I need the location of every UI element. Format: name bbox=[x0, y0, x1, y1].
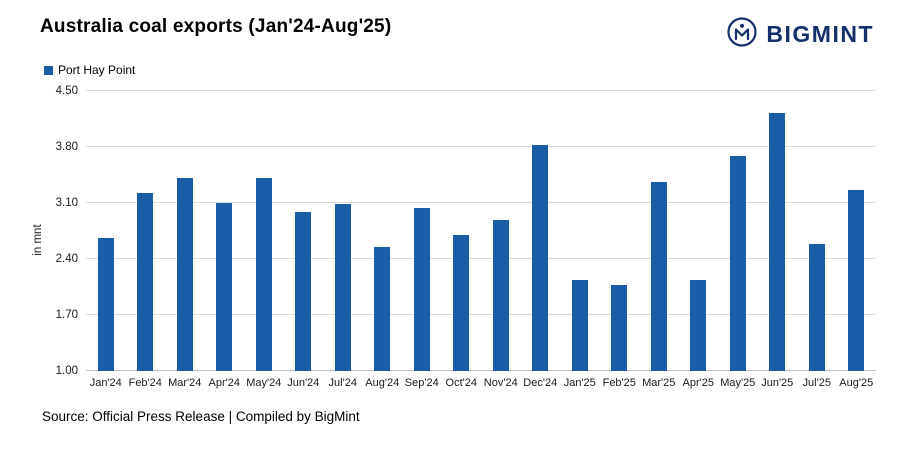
gridline bbox=[86, 314, 876, 315]
plot-area: 1.00 1.70 2.40 3.10 3.80 4.50 bbox=[56, 85, 876, 377]
y-tick-label: 4.50 bbox=[55, 85, 78, 97]
bar-cell bbox=[600, 91, 640, 371]
x-tick-label: Oct'24 bbox=[445, 377, 477, 389]
bar-Mar'24 bbox=[176, 178, 193, 371]
bigmint-logo-text: BIGMINT bbox=[766, 21, 874, 47]
bar-Oct'24 bbox=[453, 235, 470, 371]
bar-cell bbox=[205, 91, 245, 371]
x-tick-label: May'25 bbox=[720, 377, 756, 389]
bigmint-logo: BIGMINT bbox=[726, 16, 874, 53]
bar-cell bbox=[402, 91, 442, 371]
legend-swatch bbox=[44, 65, 53, 75]
x-tick-label: Jan'24 bbox=[89, 377, 122, 389]
bar-cell bbox=[718, 91, 758, 371]
bar-cell bbox=[86, 91, 126, 371]
source-text: Source: Official Press Release | Compile… bbox=[42, 409, 360, 424]
x-tick-label: Jun'24 bbox=[287, 377, 320, 389]
x-tick-label: Apr'24 bbox=[208, 377, 240, 389]
bigmint-logo-icon bbox=[726, 16, 758, 53]
bar-Dec'24 bbox=[532, 145, 549, 371]
x-tick-label: Nov'24 bbox=[483, 377, 518, 389]
y-tick-label: 1.00 bbox=[55, 365, 78, 377]
bar-cell bbox=[758, 91, 798, 371]
gridline bbox=[86, 370, 876, 371]
bar-Apr'24 bbox=[216, 203, 233, 371]
bar-cell bbox=[679, 91, 719, 371]
x-tick-label: Jan'25 bbox=[563, 377, 596, 389]
y-axis-title: in mnt bbox=[32, 224, 44, 256]
chart-title: Australia coal exports (Jan'24-Aug'25) bbox=[40, 16, 392, 37]
gridline bbox=[86, 146, 876, 147]
gridline bbox=[86, 258, 876, 259]
bar-cell bbox=[244, 91, 284, 371]
bar-cell bbox=[363, 91, 403, 371]
x-axis-labels: Jan'24 Feb'24 Mar'24 Apr'24 May'24 Jun'24 Jul'… bbox=[86, 377, 876, 389]
bar-Feb'25 bbox=[611, 284, 628, 371]
x-tick-label: Feb'24 bbox=[128, 377, 162, 389]
bar-cell bbox=[639, 91, 679, 371]
gridline bbox=[86, 90, 876, 91]
bar-cell bbox=[284, 91, 324, 371]
bar-cell bbox=[481, 91, 521, 371]
legend-label: Port Hay Point bbox=[58, 63, 136, 77]
bar-cell bbox=[560, 91, 600, 371]
chart-area: in mnt 1.00 1.70 2.40 3.10 3.80 4.50 Jan'24 Fe… bbox=[32, 85, 876, 389]
x-tick-label: Dec'24 bbox=[523, 377, 558, 389]
x-tick-label: May'24 bbox=[246, 377, 282, 389]
bars-row bbox=[86, 91, 876, 371]
header: Australia coal exports (Jan'24-Aug'25) B… bbox=[40, 16, 878, 53]
bar-Jul'25 bbox=[808, 243, 825, 371]
y-tick-label: 3.10 bbox=[55, 197, 78, 209]
y-tick-label: 2.40 bbox=[55, 253, 78, 265]
bar-Nov'24 bbox=[492, 219, 509, 371]
x-tick-label: Feb'25 bbox=[602, 377, 636, 389]
bar-Aug'25 bbox=[848, 190, 865, 371]
bar-Jan'24 bbox=[97, 238, 114, 371]
bar-Aug'24 bbox=[374, 247, 391, 371]
gridline bbox=[86, 202, 876, 203]
bar-Apr'25 bbox=[690, 279, 707, 371]
x-tick-label: Jul'24 bbox=[328, 377, 357, 389]
bar-cell bbox=[442, 91, 482, 371]
x-tick-label: Mar'25 bbox=[642, 377, 676, 389]
x-tick-label: Sep'24 bbox=[404, 377, 439, 389]
bar-cell bbox=[837, 91, 877, 371]
bar-cell bbox=[165, 91, 205, 371]
legend: Port Hay Point bbox=[44, 63, 878, 77]
bar-May'25 bbox=[729, 155, 746, 371]
bar-Jun'24 bbox=[295, 211, 312, 371]
bar-Sep'24 bbox=[413, 207, 430, 371]
bar-cell bbox=[323, 91, 363, 371]
bar-Mar'25 bbox=[650, 182, 667, 371]
x-tick-label: Mar'24 bbox=[168, 377, 202, 389]
x-tick-label: Aug'25 bbox=[839, 377, 874, 389]
bar-May'24 bbox=[255, 178, 272, 371]
bar-cell bbox=[521, 91, 561, 371]
y-tick-label: 1.70 bbox=[55, 309, 78, 321]
bar-Jun'25 bbox=[769, 112, 786, 371]
bar-Jan'25 bbox=[571, 279, 588, 371]
x-tick-label: Aug'24 bbox=[365, 377, 400, 389]
x-tick-label: Jun'25 bbox=[761, 377, 794, 389]
bar-cell bbox=[797, 91, 837, 371]
bar-Feb'24 bbox=[137, 192, 154, 371]
x-tick-label: Jul'25 bbox=[802, 377, 831, 389]
bar-cell bbox=[126, 91, 166, 371]
y-tick-label: 3.80 bbox=[55, 141, 78, 153]
bar-Jul'24 bbox=[334, 203, 351, 371]
x-tick-label: Apr'25 bbox=[682, 377, 714, 389]
